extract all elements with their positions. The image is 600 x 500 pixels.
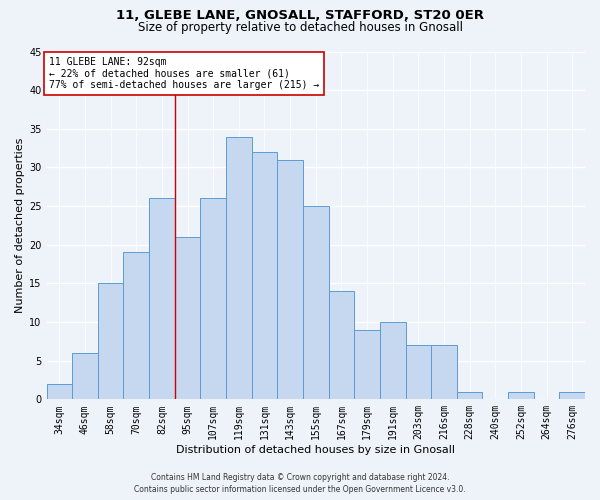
Bar [98,284,124,400]
Bar [149,198,175,400]
Bar [329,291,354,400]
Bar [175,237,200,400]
Bar [277,160,303,400]
Bar [406,345,431,400]
Bar [380,322,406,400]
Bar [47,384,72,400]
Y-axis label: Number of detached properties: Number of detached properties [15,138,25,313]
Bar [303,206,329,400]
Text: Contains HM Land Registry data © Crown copyright and database right 2024.
Contai: Contains HM Land Registry data © Crown c… [134,472,466,494]
Bar [251,152,277,400]
Bar [72,353,98,400]
Bar [457,392,482,400]
Text: 11, GLEBE LANE, GNOSALL, STAFFORD, ST20 0ER: 11, GLEBE LANE, GNOSALL, STAFFORD, ST20 … [116,9,484,22]
Text: 11 GLEBE LANE: 92sqm
← 22% of detached houses are smaller (61)
77% of semi-detac: 11 GLEBE LANE: 92sqm ← 22% of detached h… [49,56,319,90]
Text: Size of property relative to detached houses in Gnosall: Size of property relative to detached ho… [137,21,463,34]
Bar [124,252,149,400]
Bar [354,330,380,400]
Bar [431,345,457,400]
Bar [200,198,226,400]
X-axis label: Distribution of detached houses by size in Gnosall: Distribution of detached houses by size … [176,445,455,455]
Bar [559,392,585,400]
Bar [508,392,534,400]
Bar [226,136,251,400]
